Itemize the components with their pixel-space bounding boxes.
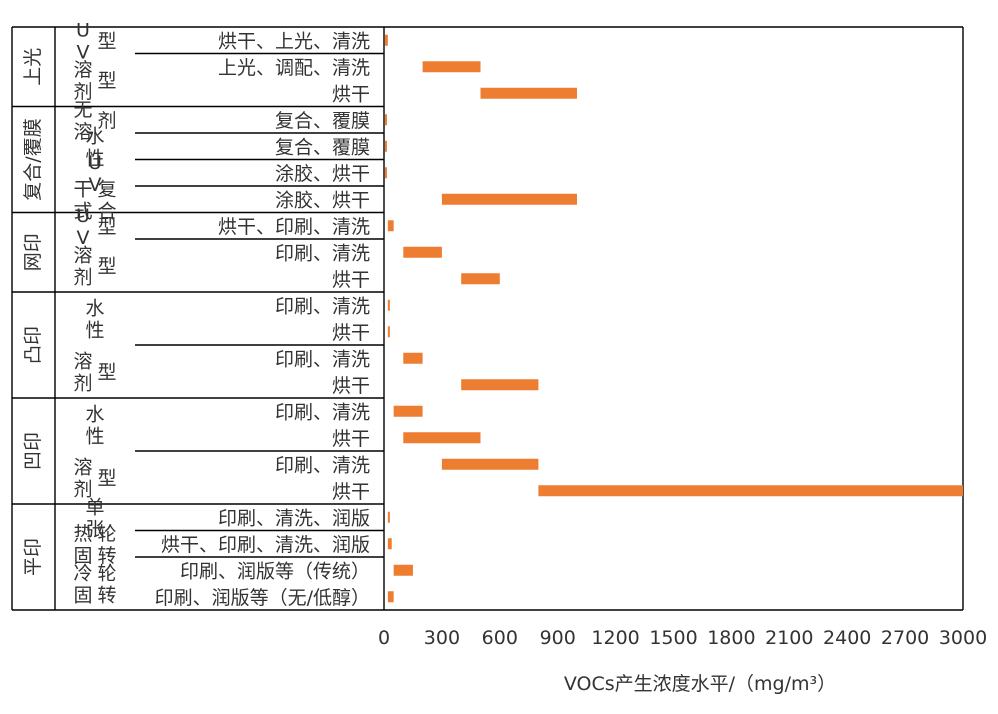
x-axis-title: VOCs产生浓度水平/（mg/m³）: [564, 673, 836, 695]
x-tick-label: 300: [424, 627, 460, 649]
x-tick-label: 2700: [881, 627, 929, 649]
category-label: 烘干: [332, 322, 370, 344]
category-label: 印刷、清洗: [275, 401, 370, 423]
category-label: 烘干: [332, 481, 370, 503]
range-bar: [441, 193, 577, 205]
subgroup-label: 单张: [85, 496, 104, 540]
range-bar: [384, 140, 387, 152]
range-bar: [384, 34, 388, 46]
category-label: 烘干: [332, 428, 370, 450]
group-label: 网印: [22, 233, 44, 271]
subgroup-label: 热固轮转: [73, 523, 116, 567]
range-bar: [384, 114, 387, 126]
range-bar: [387, 299, 390, 311]
subgroup-label: 水性: [85, 298, 104, 342]
range-bar: [461, 379, 539, 391]
category-label: 烘干: [332, 375, 370, 397]
range-bar: [461, 273, 500, 285]
subgroup-label: 溶剂型: [73, 59, 116, 103]
category-label: 印刷、润版等（无/低醇）: [155, 587, 370, 609]
x-tick-label: 1800: [707, 627, 755, 649]
category-label: 烘干、上光、清洗: [218, 30, 370, 52]
subgroup-label: 溶剂型: [73, 457, 116, 501]
category-label: 复合、覆膜: [275, 110, 370, 132]
range-bar: [387, 591, 394, 603]
range-bar: [422, 61, 481, 73]
category-label: 印刷、润版等（传统）: [180, 560, 370, 582]
category-label: 涂胶、烘干: [275, 163, 370, 185]
range-bar: [393, 564, 413, 576]
x-tick-label: 900: [540, 627, 576, 649]
category-label: 烘干、印刷、清洗: [218, 216, 370, 238]
category-label: 印刷、清洗、润版: [218, 507, 370, 529]
category-label: 印刷、清洗: [275, 242, 370, 264]
x-tick-label: 1500: [649, 627, 697, 649]
category-label: 烘干: [332, 83, 370, 105]
group-label: 复合/覆膜: [22, 118, 44, 200]
subgroup-label: 水性: [85, 125, 104, 169]
range-bar: [387, 538, 392, 550]
range-bar: [393, 405, 423, 417]
range-bar: [387, 511, 390, 523]
group-label: 平印: [22, 538, 44, 576]
category-label: 印刷、清洗: [275, 295, 370, 317]
category-label: 烘干: [332, 269, 370, 291]
range-bar: [538, 485, 963, 497]
category-label: 复合、覆膜: [275, 136, 370, 158]
category-label: 上光、调配、清洗: [218, 57, 370, 79]
x-tick-label: 3000: [939, 627, 987, 649]
range-bar: [384, 167, 387, 179]
range-bar: [403, 432, 481, 444]
range-bar: [387, 326, 390, 338]
subgroup-label: 冷固轮转: [73, 563, 116, 607]
subgroup-label: 干式复合: [73, 178, 116, 222]
category-label: 印刷、清洗: [275, 454, 370, 476]
subgroup-label: 溶剂型: [73, 245, 116, 289]
x-tick-label: 0: [378, 627, 390, 649]
subgroup-label: 溶剂型: [73, 351, 116, 395]
range-bar: [387, 220, 394, 232]
range-bar: [403, 352, 423, 364]
range-bar: [480, 87, 577, 99]
subgroup-label: 水性: [85, 404, 104, 448]
group-label: 上光: [22, 48, 44, 86]
range-bar: [403, 246, 442, 258]
category-label: 印刷、清洗: [275, 348, 370, 370]
subgroup-label: 无溶剂: [73, 99, 116, 143]
group-label: 凹印: [22, 432, 44, 470]
range-bar: [441, 458, 539, 470]
group-label: 凸印: [22, 326, 44, 364]
x-tick-label: 1200: [591, 627, 639, 649]
category-label: 涂胶、烘干: [275, 189, 370, 211]
x-tick-label: 2100: [765, 627, 813, 649]
category-label: 烘干、印刷、清洗、润版: [161, 534, 370, 556]
x-tick-label: 600: [482, 627, 518, 649]
x-tick-label: 2400: [823, 627, 871, 649]
